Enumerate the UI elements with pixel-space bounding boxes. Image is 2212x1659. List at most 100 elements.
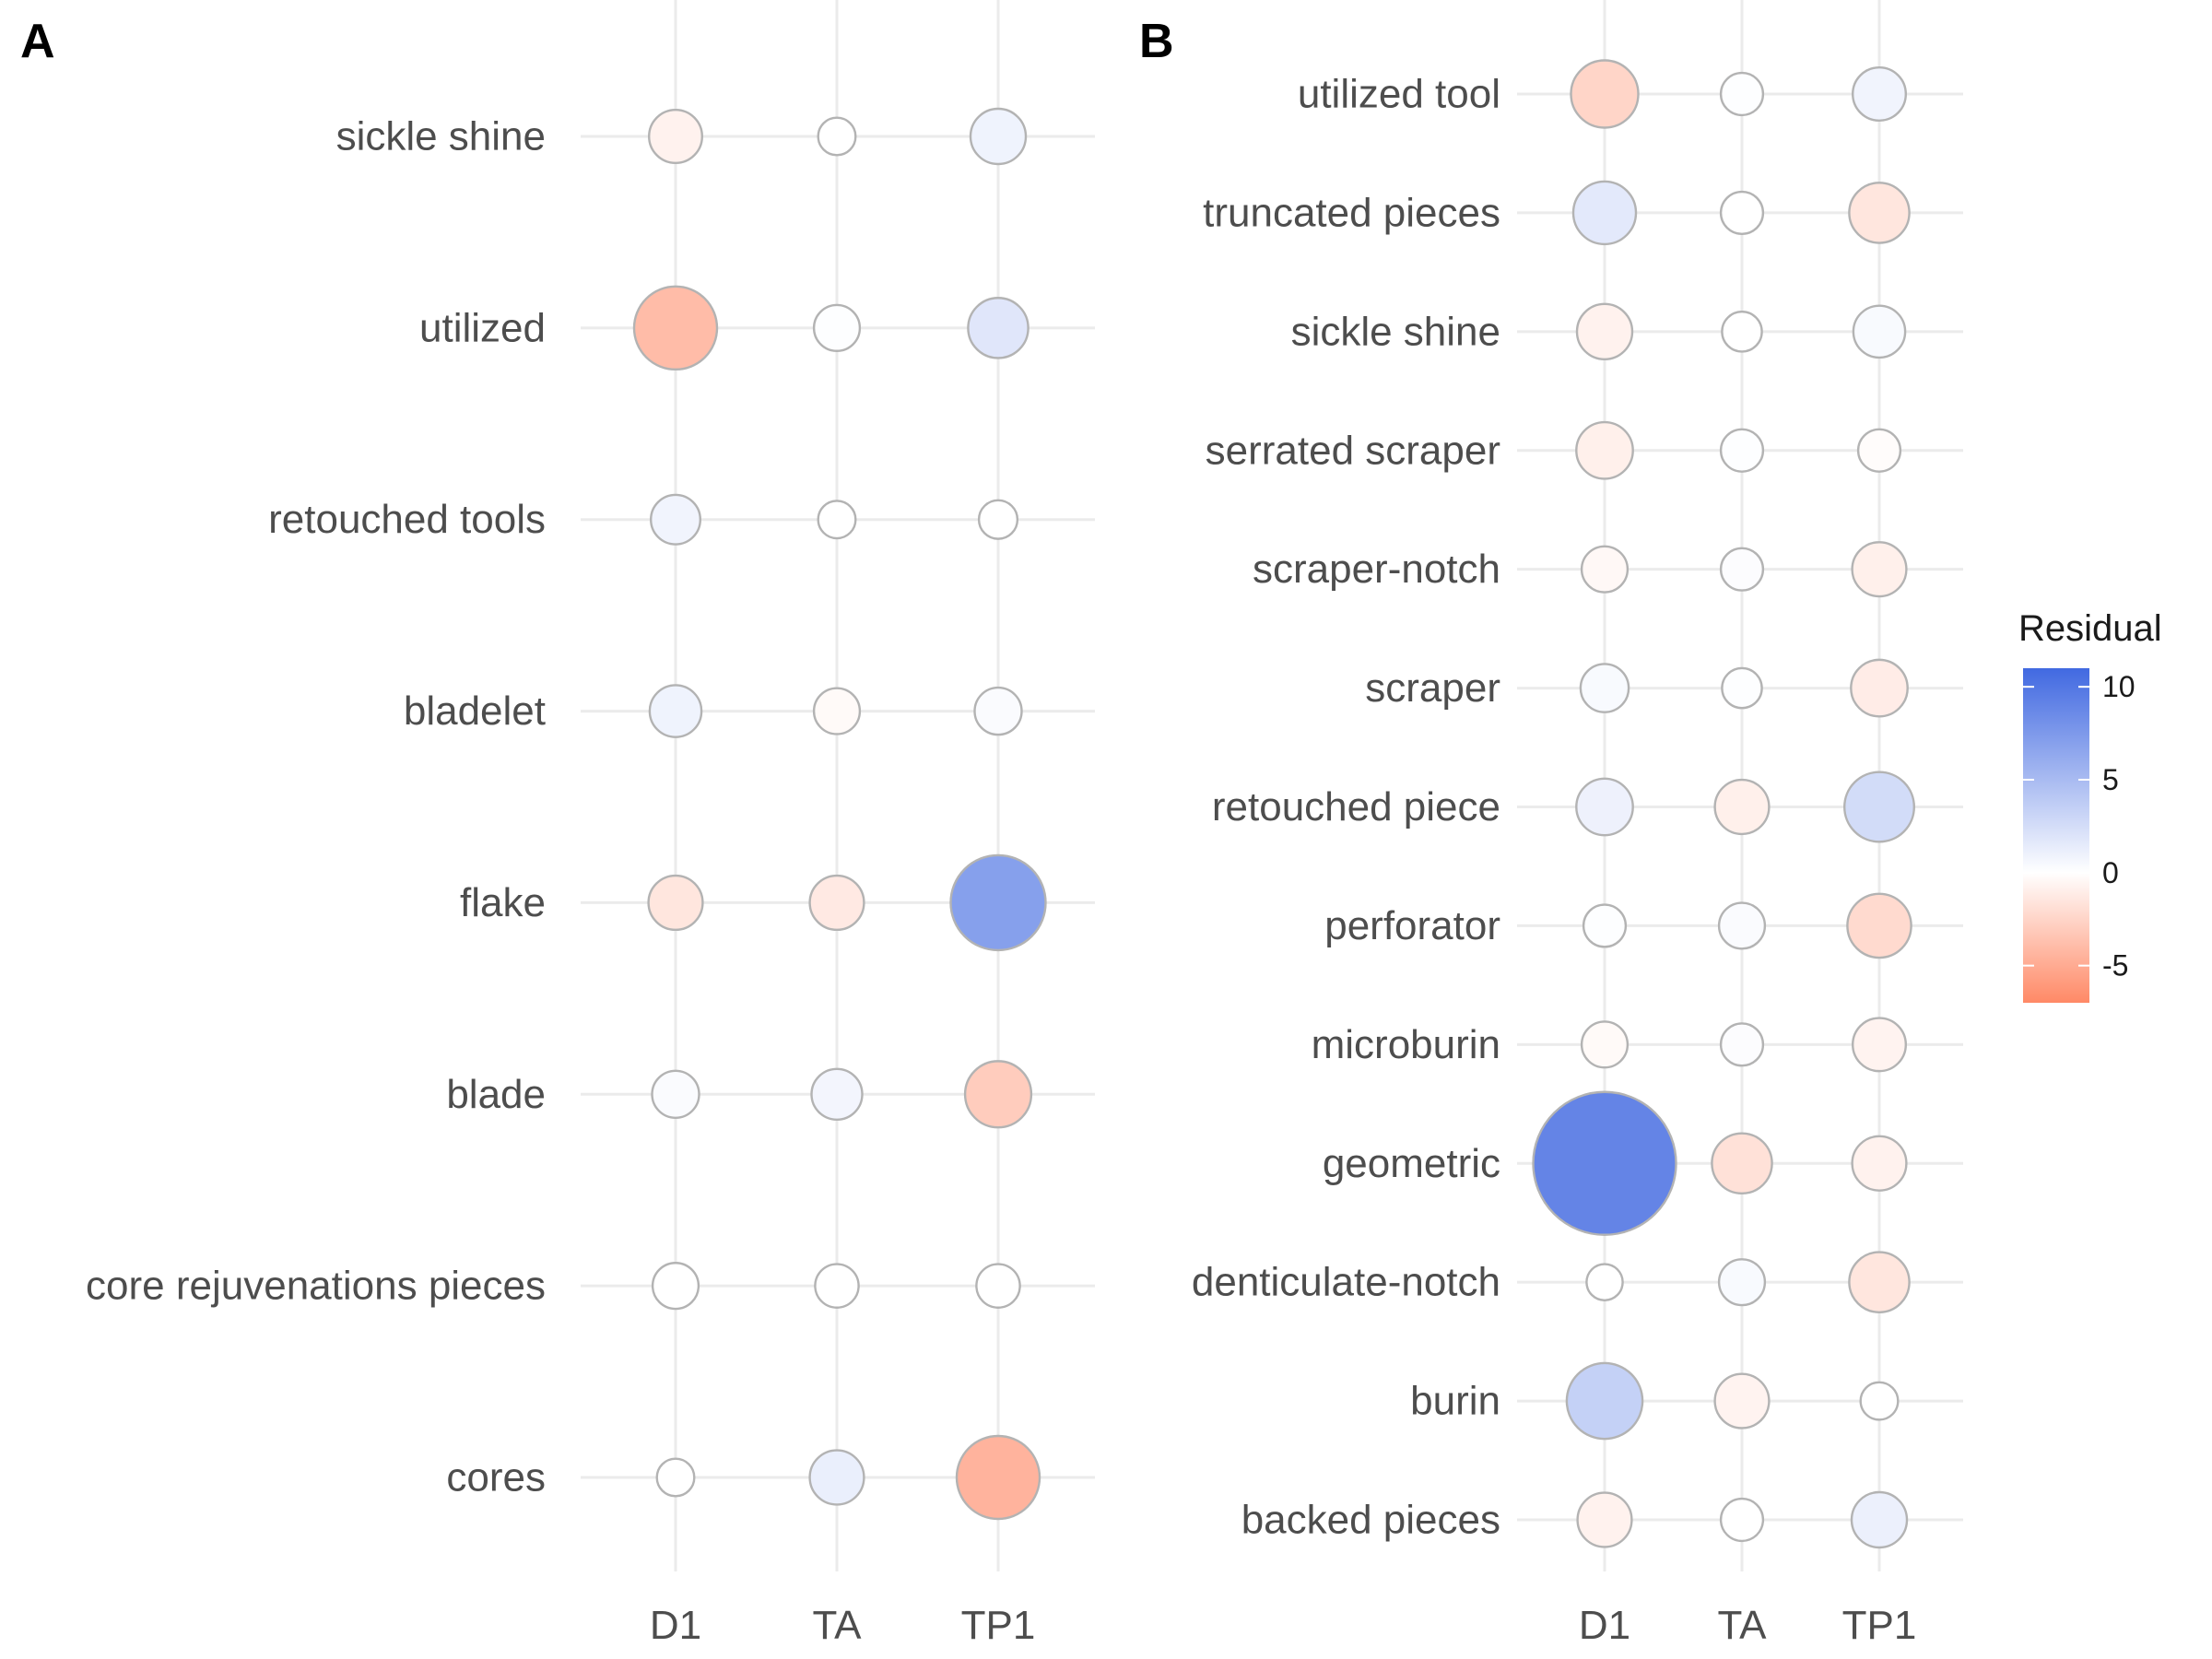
- legend-title: Residual: [2018, 608, 2162, 649]
- bubble-retouched-piece-tp1: [1842, 771, 1915, 843]
- bubble-scraper-notch-ta: [1719, 547, 1765, 592]
- bubble-retouched-piece-ta: [1713, 778, 1771, 836]
- bubble-bladelet-d1: [648, 684, 703, 738]
- bubble-microburin-ta: [1719, 1022, 1765, 1067]
- bubble-sickle-shine-d1: [648, 108, 704, 164]
- bubble-geometric-tp1: [1851, 1135, 1908, 1192]
- bubble-cores-ta: [808, 1449, 865, 1506]
- bubble-backed-pieces-d1: [1576, 1491, 1633, 1548]
- legend-tick-label: -5: [2102, 949, 2128, 982]
- bubble-retouched-tools-ta: [817, 500, 857, 540]
- bubble-backed-pieces-tp1: [1850, 1490, 1909, 1549]
- panel-tag: B: [1139, 15, 1174, 68]
- bubble-utilized-ta: [812, 303, 862, 352]
- bubble-flake-tp1: [949, 853, 1047, 952]
- bubble-geometric-ta: [1711, 1132, 1773, 1195]
- x-label-ta: TA: [813, 1603, 863, 1648]
- bubble-blade-d1: [651, 1069, 700, 1119]
- legend-colorbar: [2023, 668, 2089, 1003]
- panel-tag: A: [20, 15, 55, 68]
- x-label-d1: D1: [1579, 1603, 1630, 1648]
- bubble-sickle-shine-tp1: [969, 107, 1028, 166]
- y-label-geometric: geometric: [1323, 1141, 1500, 1186]
- bubble-serrated-scraper-ta: [1719, 428, 1765, 473]
- x-label-tp1: TP1: [961, 1603, 1036, 1648]
- y-label-serrated-scraper: serrated scraper: [1206, 428, 1500, 473]
- legend-tick-label: 10: [2102, 670, 2136, 703]
- bubble-microburin-tp1: [1851, 1017, 1907, 1073]
- bubble-utilized-tool-tp1: [1851, 65, 1907, 122]
- bubble-serrated-scraper-d1: [1575, 420, 1634, 480]
- bubble-microburin-d1: [1580, 1020, 1630, 1069]
- bubble-burin-ta: [1713, 1372, 1771, 1430]
- bubble-retouched-piece-d1: [1575, 777, 1634, 837]
- bubble-scraper-d1: [1579, 663, 1630, 713]
- bubble-utilized-tool-ta: [1719, 71, 1765, 117]
- bubble-geometric-d1: [1532, 1090, 1677, 1236]
- x-label-ta: TA: [1718, 1603, 1768, 1648]
- bubble-sickle-shine-ta: [1721, 311, 1763, 353]
- y-label-microburin: microburin: [1312, 1022, 1500, 1067]
- bubble-core-rejuvenations-pieces-d1: [651, 1262, 700, 1311]
- bubble-truncated-pieces-d1: [1571, 180, 1638, 246]
- y-label-burin: burin: [1410, 1379, 1500, 1424]
- bubble-blade-tp1: [963, 1060, 1033, 1129]
- bubble-utilized-tool-d1: [1570, 59, 1640, 129]
- y-label-retouched-tools: retouched tools: [268, 497, 546, 542]
- bubble-core-rejuvenations-pieces-tp1: [975, 1263, 1021, 1309]
- bubble-retouched-tools-tp1: [977, 499, 1019, 540]
- bubble-sickle-shine-d1: [1575, 302, 1634, 361]
- y-label-perforator: perforator: [1324, 903, 1500, 948]
- bubble-burin-tp1: [1859, 1381, 1900, 1421]
- x-label-d1: D1: [650, 1603, 701, 1648]
- bubble-denticulate-notch-ta: [1717, 1258, 1767, 1307]
- residual-legend: Residual 10 5 0 -5: [2018, 608, 2162, 1003]
- bubble-utilized-tp1: [967, 297, 1030, 359]
- y-label-sickle-shine: sickle shine: [1291, 309, 1500, 354]
- bubble-burin-d1: [1565, 1361, 1644, 1441]
- bubble-bladelet-tp1: [973, 686, 1023, 736]
- y-label-bladelet: bladelet: [404, 688, 546, 734]
- bubble-scraper-notch-d1: [1580, 545, 1630, 594]
- bubble-perforator-tp1: [1846, 892, 1912, 959]
- bubble-core-rejuvenations-pieces-ta: [814, 1263, 860, 1309]
- y-label-truncated-pieces: truncated pieces: [1203, 190, 1500, 235]
- y-label-backed-pieces: backed pieces: [1241, 1498, 1500, 1543]
- y-label-cores: cores: [446, 1455, 546, 1500]
- legend-tick-label: 0: [2102, 856, 2119, 889]
- y-label-scraper-notch: scraper-notch: [1253, 547, 1500, 592]
- bubble-denticulate-notch-d1: [1585, 1263, 1624, 1301]
- bubble-truncated-pieces-ta: [1719, 190, 1765, 236]
- y-label-utilized: utilized: [419, 305, 546, 350]
- bubble-denticulate-notch-tp1: [1848, 1251, 1911, 1313]
- bubble-scraper-notch-tp1: [1851, 541, 1908, 598]
- y-label-scraper: scraper: [1365, 665, 1500, 711]
- bubble-perforator-d1: [1582, 903, 1628, 948]
- y-label-flake: flake: [460, 880, 546, 925]
- bubble-scraper-ta: [1721, 666, 1763, 710]
- bubble-backed-pieces-ta: [1719, 1497, 1765, 1543]
- legend-tick-label: 5: [2102, 763, 2119, 796]
- bubble-flake-ta: [808, 874, 865, 932]
- bubble-sickle-shine-tp1: [1852, 304, 1907, 359]
- bubble-scraper-tp1: [1850, 658, 1909, 718]
- x-label-tp1: TP1: [1842, 1603, 1917, 1648]
- bubble-cores-d1: [655, 1457, 696, 1498]
- bubble-truncated-pieces-tp1: [1848, 182, 1911, 244]
- bubble-retouched-tools-d1: [650, 493, 702, 546]
- bubble-sickle-shine-ta: [817, 116, 857, 157]
- bubble-blade-ta: [810, 1067, 864, 1121]
- y-label-sickle-shine: sickle shine: [336, 114, 546, 159]
- y-label-denticulate-notch: denticulate-notch: [1192, 1260, 1500, 1305]
- bubble-bladelet-ta: [812, 687, 862, 735]
- y-label-retouched-piece: retouched piece: [1212, 784, 1500, 830]
- bubble-perforator-ta: [1717, 901, 1767, 950]
- y-label-blade: blade: [446, 1072, 546, 1117]
- y-label-core-rejuvenations-pieces: core rejuvenations pieces: [86, 1264, 546, 1309]
- bubble-serrated-scraper-tp1: [1856, 428, 1902, 473]
- bubble-utilized-d1: [632, 285, 719, 371]
- y-label-utilized-tool: utilized tool: [1298, 72, 1500, 117]
